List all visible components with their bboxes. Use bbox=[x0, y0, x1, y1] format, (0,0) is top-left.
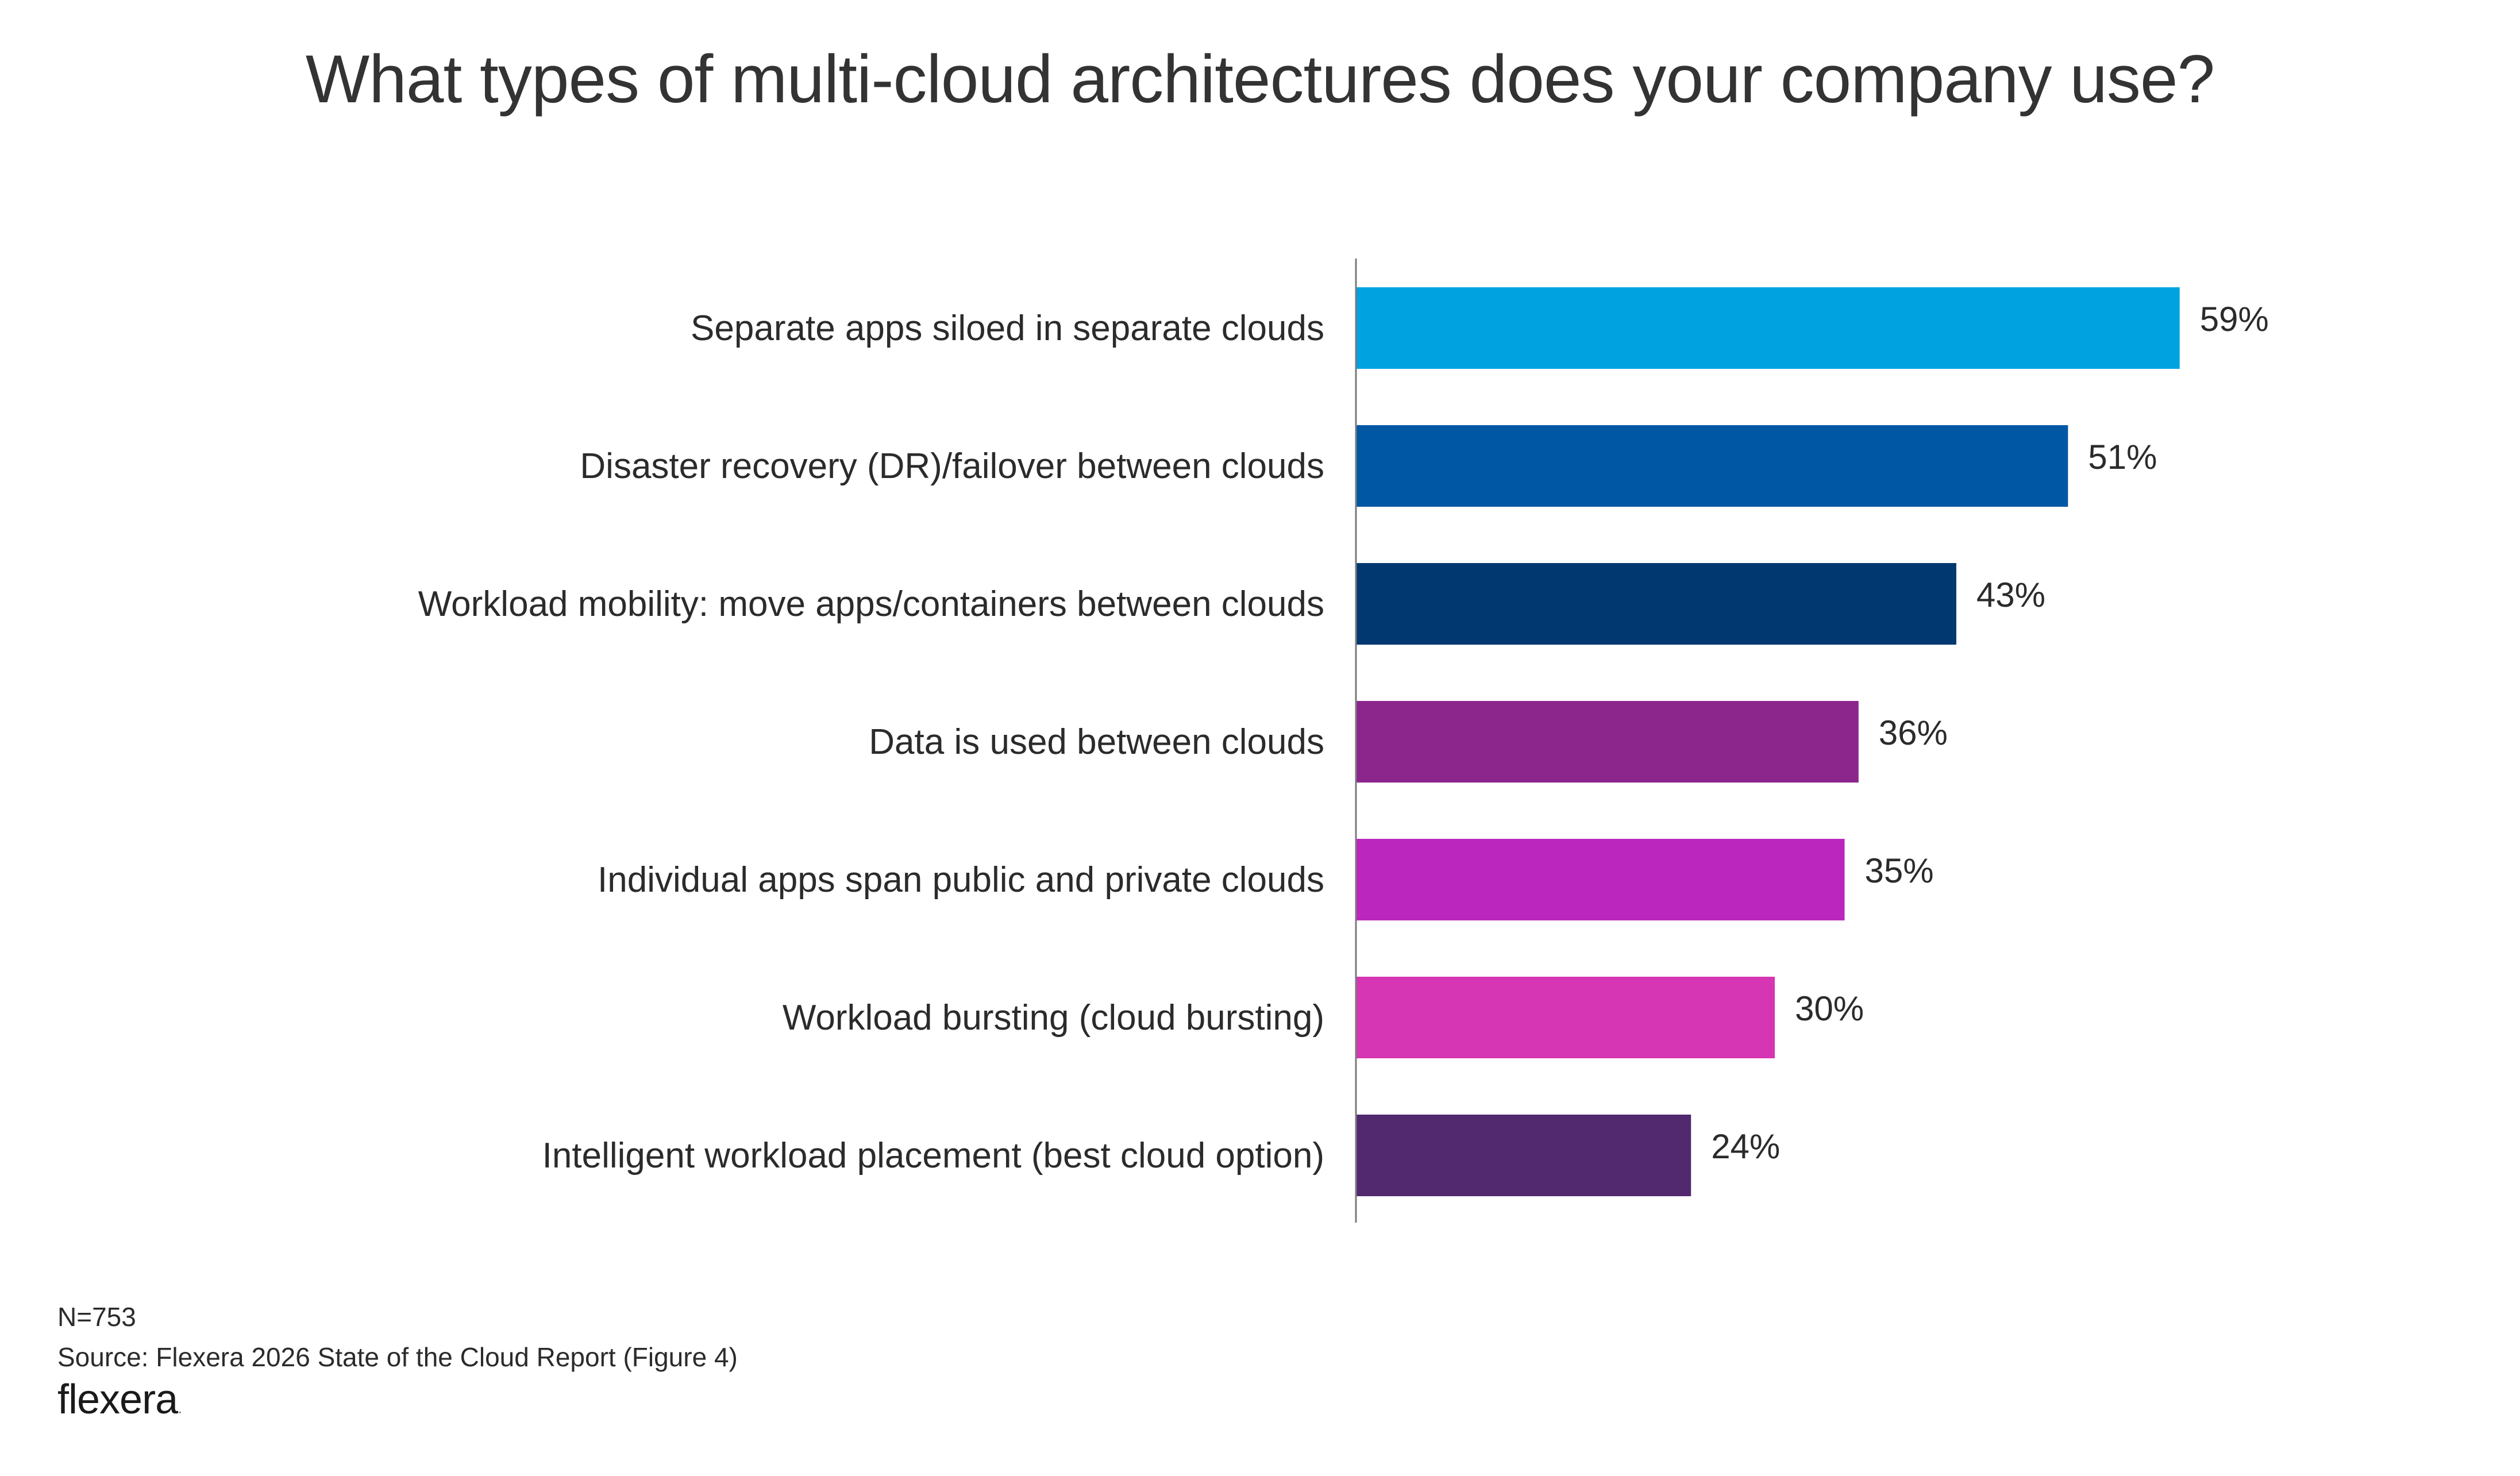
value-label-5: 35% bbox=[1865, 851, 1934, 890]
category-label-4: Data is used between clouds bbox=[869, 722, 1324, 762]
value-label-1: 59% bbox=[2200, 300, 2269, 338]
brand-name: flexera bbox=[57, 1377, 178, 1423]
flexera-logo: flexera. bbox=[57, 1376, 183, 1423]
value-label-6: 30% bbox=[1795, 989, 1864, 1028]
category-label-6: Workload bursting (cloud bursting) bbox=[783, 998, 1324, 1038]
chart-title: What types of multi-cloud architectures … bbox=[305, 41, 2215, 117]
bars-layer: Separate apps siloed in separate clouds 5… bbox=[418, 287, 2269, 1196]
category-label-1: Separate apps siloed in separate clouds bbox=[691, 309, 1324, 348]
bar-1 bbox=[1356, 287, 2180, 369]
source-note: Source: Flexera 2026 State of the Cloud … bbox=[57, 1342, 738, 1372]
bar-4 bbox=[1356, 701, 1859, 783]
value-label-7: 24% bbox=[1711, 1127, 1780, 1166]
value-label-3: 43% bbox=[1976, 576, 2045, 614]
brand-mark: . bbox=[178, 1398, 182, 1417]
bar-3 bbox=[1356, 563, 1956, 645]
bar-5 bbox=[1356, 839, 1845, 920]
category-label-7: Intelligent workload placement (best clo… bbox=[542, 1136, 1324, 1176]
value-label-2: 51% bbox=[2088, 438, 2157, 476]
category-label-3: Workload mobility: move apps/containers … bbox=[418, 584, 1324, 624]
category-label-2: Disaster recovery (DR)/failover between … bbox=[580, 446, 1324, 486]
category-label-5: Individual apps span public and private … bbox=[598, 860, 1324, 900]
bar-7 bbox=[1356, 1115, 1691, 1196]
bar-6 bbox=[1356, 977, 1775, 1058]
value-label-4: 36% bbox=[1879, 714, 1948, 752]
sample-size-note: N=753 bbox=[57, 1302, 136, 1332]
bar-2 bbox=[1356, 425, 2068, 507]
